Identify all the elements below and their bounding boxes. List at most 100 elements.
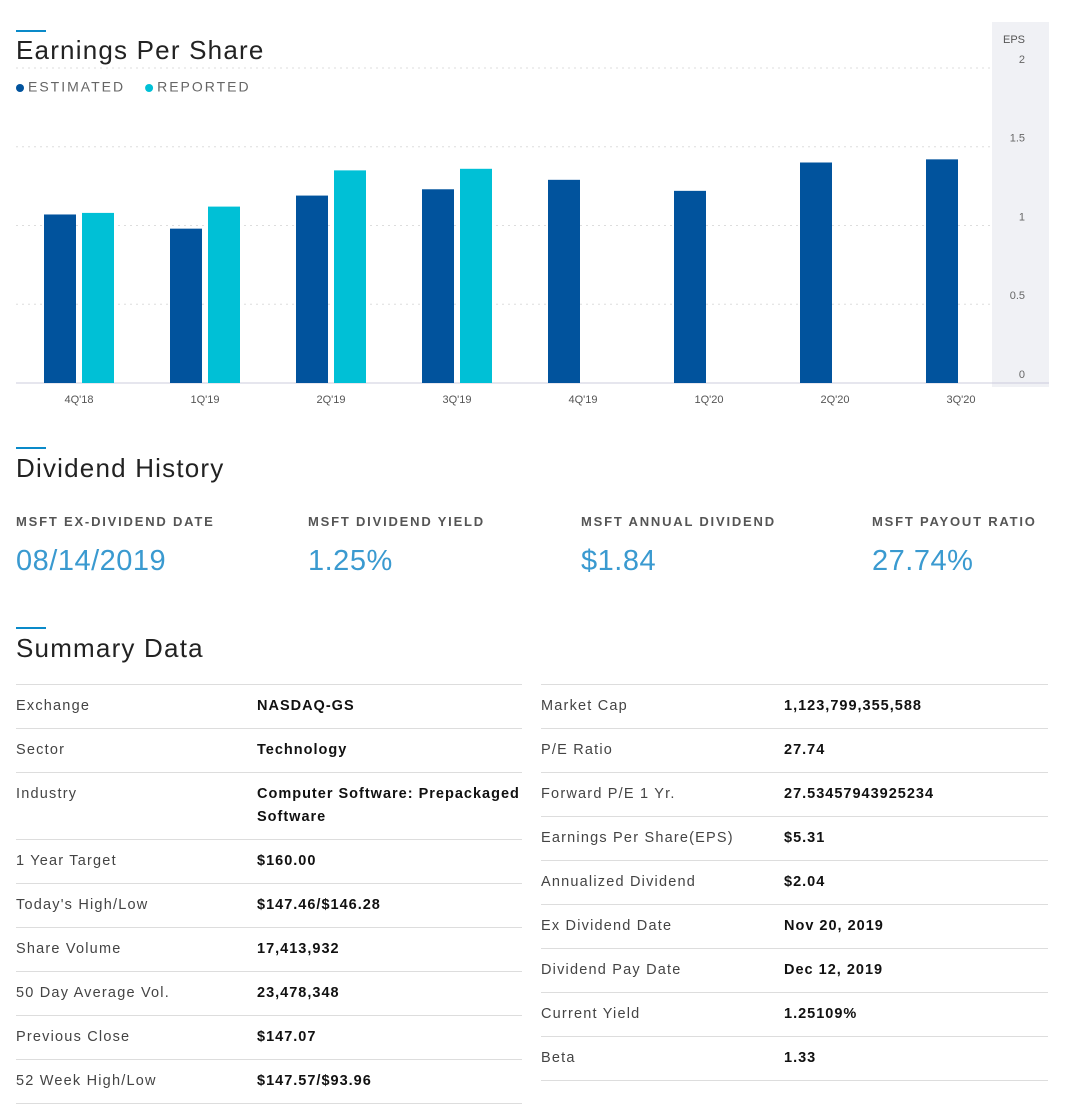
summary-value: Nov 20, 2019 — [784, 918, 884, 934]
summary-row: Sector Technology — [16, 728, 522, 772]
summary-row: Previous Close $147.07 — [16, 1015, 522, 1059]
x-tick-label: 3Q'20 — [946, 394, 975, 406]
summary-label: Industry — [16, 786, 78, 802]
y-tick-label: 1.5 — [1010, 133, 1025, 145]
y-tick-label: 0 — [1019, 369, 1025, 381]
summary-value: 27.74 — [784, 742, 826, 758]
bar — [44, 214, 76, 383]
bar — [296, 195, 328, 383]
summary-value: $147.46/$146.28 — [257, 897, 381, 913]
summary-label: Market Cap — [541, 698, 628, 714]
summary-label: 1 Year Target — [16, 853, 117, 869]
section-title: Dividend History — [16, 453, 225, 483]
legend-label: REPORTED — [157, 79, 251, 95]
bar — [548, 179, 580, 383]
summary-value: $160.00 — [257, 853, 317, 869]
summary-value: $5.31 — [784, 830, 826, 846]
summary-label: Annualized Dividend — [541, 874, 696, 890]
x-tick-label: 2Q'20 — [820, 394, 849, 406]
summary-row: Earnings Per Share(EPS) $5.31 — [541, 816, 1048, 860]
summary-row: Exchange NASDAQ-GS — [16, 684, 522, 728]
y-axis-label: EPS — [1003, 34, 1025, 46]
legend-dot — [16, 84, 24, 92]
summary-row: 52 Week High/Low $147.57/$93.96 — [16, 1059, 522, 1104]
x-tick-label: 4Q'18 — [64, 394, 93, 406]
bar — [926, 159, 958, 383]
summary-value: $147.57/$93.96 — [257, 1073, 372, 1089]
legend-label: ESTIMATED — [28, 79, 125, 95]
summary-row: Market Cap 1,123,799,355,588 — [541, 684, 1048, 728]
summary-value: Dec 12, 2019 — [784, 962, 884, 978]
bar — [334, 170, 366, 383]
summary-label: Forward P/E 1 Yr. — [541, 786, 676, 802]
summary-row: 50 Day Average Vol. 23,478,348 — [16, 971, 522, 1015]
summary-label: Dividend Pay Date — [541, 962, 682, 978]
summary-value: 1.33 — [784, 1050, 817, 1066]
summary-value: 23,478,348 — [257, 985, 340, 1001]
bar — [170, 228, 202, 383]
legend-dot — [145, 84, 154, 92]
chart-title: Earnings Per Share — [16, 35, 265, 65]
summary-row: Industry Computer Software: Prepackaged S… — [16, 772, 522, 839]
dividend-label: MSFT PAYOUT RATIO — [872, 514, 1037, 529]
dividend-value: 27.74% — [872, 545, 974, 577]
eps-chart: Earnings Per Share EPS 0 0.5 1 1.5 2 ESTIMATE… — [16, 22, 1049, 406]
summary-value: 17,413,932 — [257, 941, 340, 957]
dividend-value: $1.84 — [581, 545, 657, 577]
section-title: Summary Data — [16, 633, 204, 663]
summary-value: 1,123,799,355,588 — [784, 698, 922, 714]
summary-value: 1.25109% — [784, 1006, 858, 1022]
summary-left: Exchange NASDAQ-GS Sector Technology Industr… — [16, 684, 522, 1104]
summary-row: Share Volume 17,413,932 — [16, 927, 522, 971]
x-tick-label: 2Q'19 — [316, 394, 345, 406]
summary-label: Previous Close — [16, 1029, 131, 1045]
summary-label: 50 Day Average Vol. — [16, 985, 170, 1001]
dividend-label: MSFT DIVIDEND YIELD — [308, 514, 485, 529]
x-tick-label: 1Q'20 — [694, 394, 723, 406]
summary-value: Computer Software: Prepackaged Software — [257, 786, 520, 825]
bar — [674, 190, 706, 383]
bar — [208, 206, 240, 383]
summary-value: $2.04 — [784, 874, 826, 890]
summary-label: Exchange — [16, 698, 91, 714]
axis-panel — [992, 22, 1049, 387]
dividend-value: 08/14/2019 — [16, 545, 167, 577]
summary-row: Annualized Dividend $2.04 — [541, 860, 1048, 904]
summary-row: Forward P/E 1 Yr. 27.53457943925234 — [541, 772, 1048, 816]
summary-value: $147.07 — [257, 1029, 317, 1045]
x-tick-label: 4Q'19 — [568, 394, 597, 406]
summary-value: NASDAQ-GS — [257, 698, 355, 714]
dividend-label: MSFT EX-DIVIDEND DATE — [16, 514, 215, 529]
summary-value: Technology — [257, 742, 348, 758]
dividend-value: 1.25% — [308, 545, 393, 577]
summary-label: Current Yield — [541, 1006, 641, 1022]
summary-label: 52 Week High/Low — [16, 1073, 157, 1089]
summary-row: P/E Ratio 27.74 — [541, 728, 1048, 772]
x-tick-label: 3Q'19 — [442, 394, 471, 406]
bar — [460, 168, 492, 383]
accent — [16, 627, 46, 629]
y-tick-label: 2 — [1019, 54, 1025, 66]
summary-label: Today's High/Low — [16, 897, 149, 913]
summary-label: Earnings Per Share(EPS) — [541, 830, 734, 846]
summary-label: Beta — [541, 1050, 576, 1066]
accent — [16, 447, 46, 449]
summary-row: Ex Dividend Date Nov 20, 2019 — [541, 904, 1048, 948]
summary-row: 1 Year Target $160.00 — [16, 839, 522, 883]
bar — [422, 189, 454, 383]
y-tick-label: 0.5 — [1010, 290, 1025, 302]
y-tick-label: 1 — [1019, 211, 1025, 223]
bar — [800, 162, 832, 383]
x-tick-label: 1Q'19 — [190, 394, 219, 406]
summary-right: Market Cap 1,123,799,355,588 P/E Ratio 27.7… — [541, 684, 1048, 1081]
summary-label: Ex Dividend Date — [541, 918, 673, 934]
summary-row: Today's High/Low $147.46/$146.28 — [16, 883, 522, 927]
summary-value: 27.53457943925234 — [784, 786, 935, 802]
summary-label: P/E Ratio — [541, 742, 614, 758]
bar — [82, 212, 114, 383]
summary-label: Sector — [16, 742, 66, 758]
summary-row: Beta 1.33 — [541, 1036, 1048, 1081]
summary-row: Dividend Pay Date Dec 12, 2019 — [541, 948, 1048, 992]
summary-label: Share Volume — [16, 941, 122, 957]
dividend-label: MSFT ANNUAL DIVIDEND — [581, 514, 776, 529]
